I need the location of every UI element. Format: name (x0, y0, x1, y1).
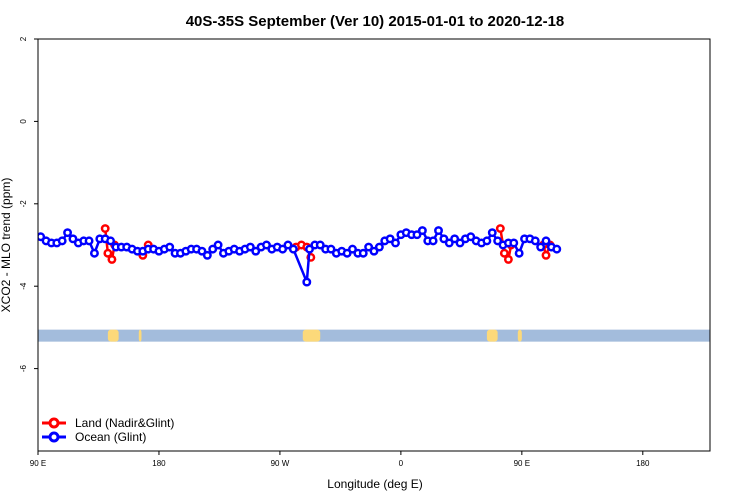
ocean-point (466, 232, 476, 242)
ocean-point (455, 238, 465, 248)
ocean-point (385, 234, 395, 244)
land-point (100, 224, 110, 233)
ocean-point (509, 238, 519, 248)
land-patch (517, 329, 522, 342)
ocean-point (493, 236, 503, 246)
land-patch (302, 329, 321, 342)
ocean-point (428, 236, 438, 246)
surface-band (38, 329, 710, 342)
x-tick-label: 180 (152, 459, 166, 468)
ocean-point (283, 240, 293, 250)
ocean-point (342, 248, 352, 258)
ocean-point (305, 244, 314, 254)
legend: Land (Nadir&Glint) Ocean (Glint) (42, 416, 174, 444)
legend-ocean-label: Ocean (Glint) (75, 430, 146, 444)
ocean-point (288, 244, 298, 254)
ocean-point (536, 242, 546, 252)
ocean-point (197, 246, 207, 256)
ocean-point (202, 250, 212, 260)
x-axis-label: Longitude (deg E) (327, 477, 422, 491)
land-point (499, 248, 509, 258)
legend-land-label: Land (Nadir&Glint) (75, 416, 174, 430)
ocean-point (530, 236, 540, 246)
ocean-point (251, 246, 261, 256)
ocean-point (482, 236, 492, 246)
ocean-point (68, 234, 78, 244)
plot-frame (37, 38, 711, 452)
x-tick-label: 90 W (271, 459, 290, 468)
land-patch (107, 329, 119, 342)
land-patch (138, 329, 142, 342)
ocean-band (38, 329, 710, 342)
ocean-point (213, 240, 223, 250)
ocean-point (165, 242, 175, 252)
ocean-point (374, 242, 384, 252)
ocean-point (302, 277, 312, 287)
land-point (107, 254, 117, 264)
ocean-point (450, 234, 460, 244)
ocean-point (369, 246, 379, 256)
y-tick-label: 2 (19, 36, 28, 41)
land-point (495, 224, 505, 233)
x-axis: 90 E 180 90 W 0 90 E 180 (30, 451, 650, 468)
x-tick-label: 0 (399, 459, 404, 468)
ocean-point (487, 228, 497, 238)
ocean-point (417, 226, 427, 236)
chart-title: 40S-35S September (Ver 10) 2015-01-01 to… (186, 13, 565, 30)
legend-land-marker (48, 417, 60, 429)
x-tick-label: 90 E (30, 459, 46, 468)
ocean-point (106, 236, 116, 246)
ocean-point (245, 242, 255, 252)
ocean-point (89, 248, 99, 258)
y-axis: 2 0 -2 -4 -6 (19, 36, 38, 372)
ocean-point (358, 248, 368, 258)
land-patch (486, 329, 498, 342)
ocean-point (391, 238, 400, 248)
x-tick-label: 90 E (514, 459, 530, 468)
ocean-point (278, 244, 288, 254)
ocean-point (434, 226, 443, 236)
land-point (541, 250, 551, 260)
ocean-point (348, 244, 357, 254)
ocean-point (84, 236, 94, 246)
ocean-point (444, 238, 454, 248)
ocean-point (315, 240, 325, 250)
ocean-point (541, 236, 551, 246)
land-point (103, 248, 113, 258)
legend-ocean-marker (48, 431, 60, 443)
ocean-point (412, 230, 422, 240)
y-tick-label: 0 (19, 119, 28, 124)
ocean-point (262, 240, 271, 250)
ocean-point (326, 244, 336, 254)
y-axis-label: XCO2 - MLO trend (ppm) (0, 178, 13, 313)
ocean-point (208, 244, 218, 254)
ocean-point (439, 234, 449, 244)
ocean-point (364, 242, 374, 252)
x-tick-label: 180 (636, 459, 650, 468)
y-tick-label: -6 (19, 364, 28, 372)
series-layer (38, 224, 562, 287)
ocean-point (552, 244, 562, 254)
ocean-point (57, 236, 67, 246)
y-tick-label: -2 (19, 200, 28, 208)
ocean-point (63, 228, 73, 238)
y-tick-label: -4 (19, 282, 28, 290)
ocean-point (514, 248, 524, 258)
land-point (503, 254, 513, 264)
